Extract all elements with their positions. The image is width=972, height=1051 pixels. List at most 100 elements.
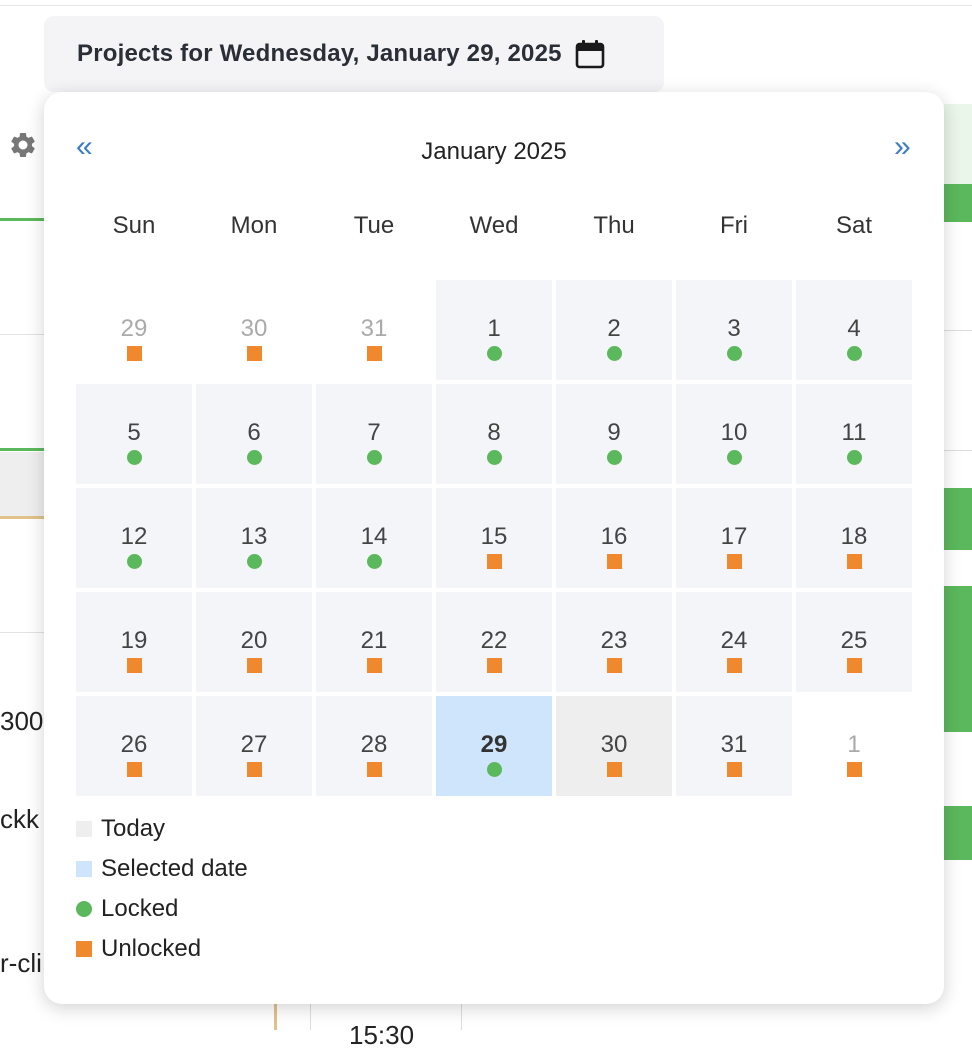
unlocked-square-icon — [247, 762, 262, 777]
background-band — [0, 452, 44, 516]
background-right-bar — [944, 586, 972, 732]
day-cell-selected[interactable]: 29 — [436, 696, 552, 796]
background-right-cell — [944, 104, 972, 184]
gear-icon[interactable] — [8, 130, 38, 160]
background-divider — [944, 450, 972, 451]
next-month-button[interactable]: » — [894, 130, 911, 163]
unlocked-square-icon — [367, 346, 382, 361]
unlocked-square-icon — [847, 554, 862, 569]
day-number: 29 — [120, 315, 148, 342]
day-cell[interactable]: 3 — [676, 280, 792, 380]
day-cell[interactable]: 13 — [196, 488, 312, 588]
day-number: 5 — [127, 419, 141, 446]
day-number: 20 — [240, 627, 268, 654]
day-cell[interactable]: 8 — [436, 384, 552, 484]
day-number: 14 — [360, 523, 388, 550]
day-cell[interactable]: 29 — [76, 280, 192, 380]
day-cell[interactable]: 20 — [196, 592, 312, 692]
weekday-sat: Sat — [835, 212, 873, 239]
day-cell-today[interactable]: 30 — [556, 696, 672, 796]
background-divider — [0, 516, 44, 519]
day-cell[interactable]: 18 — [796, 488, 912, 588]
day-cell[interactable]: 25 — [796, 592, 912, 692]
unlocked-square-icon — [607, 658, 622, 673]
day-cell[interactable]: 6 — [196, 384, 312, 484]
day-cell[interactable]: 30 — [196, 280, 312, 380]
background-cell: 15:30 — [310, 1000, 462, 1050]
legend-label: Today — [101, 815, 166, 842]
locked-dot-icon — [727, 450, 742, 465]
unlocked-square-icon — [847, 762, 862, 777]
previous-month-button[interactable]: « — [76, 130, 93, 163]
day-cell[interactable]: 21 — [316, 592, 432, 692]
legend-label: Locked — [101, 895, 179, 922]
day-number: 13 — [240, 523, 268, 550]
day-cell[interactable]: 15 — [436, 488, 552, 588]
legend-item-selected: Selected date — [76, 854, 248, 884]
unlocked-square-icon — [127, 346, 142, 361]
day-cell[interactable]: 31 — [316, 280, 432, 380]
day-cell[interactable]: 10 — [676, 384, 792, 484]
day-number: 11 — [841, 419, 867, 446]
locked-dot-icon — [847, 450, 862, 465]
day-number: 7 — [367, 419, 381, 446]
day-number: 10 — [720, 419, 748, 446]
day-cell[interactable]: 1 — [796, 696, 912, 796]
background-divider — [0, 334, 44, 335]
unlocked-square-icon — [127, 762, 142, 777]
day-cell[interactable]: 17 — [676, 488, 792, 588]
day-number: 26 — [120, 731, 148, 758]
background-cell — [274, 1000, 465, 1030]
background-divider — [0, 448, 44, 451]
day-cell[interactable]: 1 — [436, 280, 552, 380]
day-cell[interactable]: 5 — [76, 384, 192, 484]
locked-dot-icon — [367, 450, 382, 465]
calendar-icon[interactable] — [574, 38, 606, 70]
day-cell[interactable]: 27 — [196, 696, 312, 796]
month-title: January 2025 — [421, 138, 567, 165]
day-cell[interactable]: 2 — [556, 280, 672, 380]
day-number: 3 — [727, 315, 741, 342]
day-cell[interactable]: 7 — [316, 384, 432, 484]
locked-dot-icon — [607, 346, 622, 361]
legend-item-locked: Locked — [76, 894, 178, 924]
unlocked-square-icon — [367, 762, 382, 777]
day-number: 30 — [240, 315, 268, 342]
date-picker-toggle[interactable]: Projects for Wednesday, January 29, 2025 — [44, 16, 664, 92]
day-cell[interactable]: 19 — [76, 592, 192, 692]
day-cell[interactable]: 31 — [676, 696, 792, 796]
day-number: 6 — [247, 419, 261, 446]
day-cell[interactable]: 4 — [796, 280, 912, 380]
day-number: 19 — [120, 627, 148, 654]
unlocked-swatch-icon — [76, 941, 92, 957]
day-cell[interactable]: 24 — [676, 592, 792, 692]
day-number: 12 — [120, 523, 148, 550]
unlocked-square-icon — [727, 762, 742, 777]
day-cell[interactable]: 11 — [796, 384, 912, 484]
day-number: 4 — [847, 315, 861, 342]
legend-label: Unlocked — [101, 935, 202, 962]
day-number: 21 — [360, 627, 388, 654]
page-title: Projects for Wednesday, January 29, 2025 — [77, 40, 562, 67]
day-cell[interactable]: 9 — [556, 384, 672, 484]
date-picker-popup: « January 2025 » Sun Mon Tue Wed Thu Fri Sat 2… — [44, 92, 944, 1004]
day-number: 1 — [847, 731, 861, 758]
day-number: 8 — [487, 419, 501, 446]
day-cell[interactable]: 16 — [556, 488, 672, 588]
legend-label: Selected date — [101, 855, 248, 882]
day-number: 1 — [487, 315, 501, 342]
unlocked-square-icon — [607, 762, 622, 777]
legend-item-today: Today — [76, 814, 165, 844]
day-number: 17 — [720, 523, 748, 550]
unlocked-square-icon — [727, 658, 742, 673]
day-cell[interactable]: 14 — [316, 488, 432, 588]
day-cell[interactable]: 12 — [76, 488, 192, 588]
day-cell[interactable]: 28 — [316, 696, 432, 796]
day-number: 23 — [600, 627, 628, 654]
day-cell[interactable]: 22 — [436, 592, 552, 692]
unlocked-square-icon — [727, 554, 742, 569]
background-text: r-cli — [0, 948, 42, 978]
day-cell[interactable]: 23 — [556, 592, 672, 692]
day-cell[interactable]: 26 — [76, 696, 192, 796]
unlocked-square-icon — [487, 658, 502, 673]
